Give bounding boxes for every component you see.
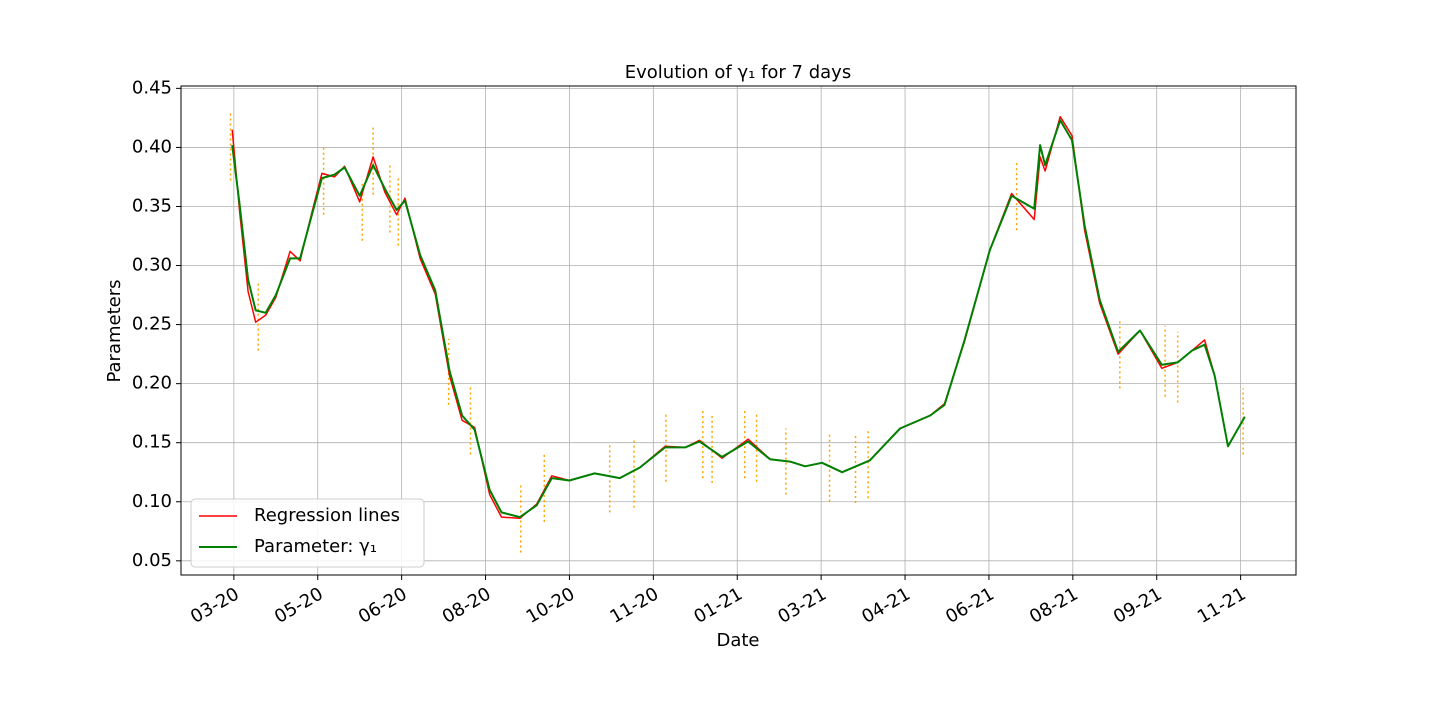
legend-label: Regression lines — [254, 505, 400, 526]
y-tick-label: 0.35 — [132, 195, 172, 216]
y-tick-label: 0.30 — [132, 255, 172, 276]
series-line — [231, 119, 1246, 519]
y-tick-label: 0.40 — [132, 136, 172, 157]
y-tick-label: 0.10 — [132, 491, 172, 512]
y-tick-label: 0.05 — [132, 550, 172, 571]
y-tick-label: 0.15 — [132, 432, 172, 453]
legend-box — [190, 498, 425, 568]
plot-frame — [180, 85, 1297, 576]
x-axis-label: Date — [716, 630, 759, 651]
y-tick-label: 0.25 — [132, 314, 172, 335]
legend-label: Parameter: γ₁ — [254, 536, 377, 557]
chart-title: Evolution of γ₁ for 7 days — [625, 62, 851, 83]
y-tick-label: 0.45 — [132, 77, 172, 98]
y-tick-label: 0.20 — [132, 373, 172, 394]
y-axis-label: Parameters — [104, 279, 125, 382]
